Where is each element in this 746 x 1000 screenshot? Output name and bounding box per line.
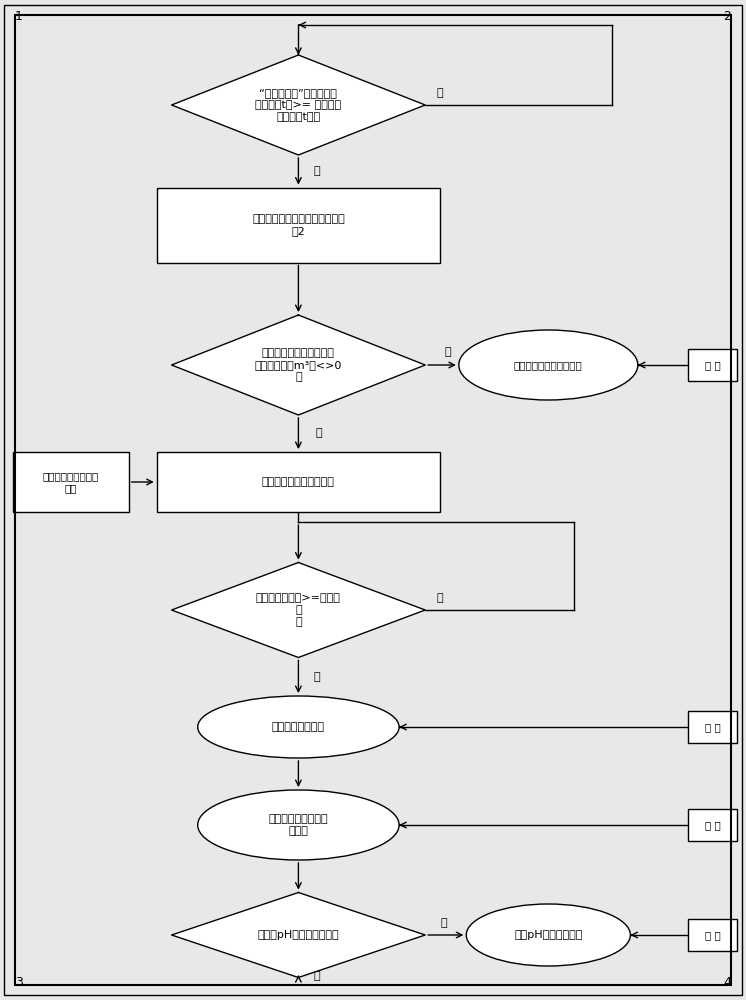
Text: 熏化时间计时器>=规定时
间
？: 熏化时间计时器>=规定时 间 ？ bbox=[256, 593, 341, 627]
Bar bbox=[157, 188, 440, 262]
Text: 包膜罐是否添加回收液：
回收液总量（m³）<>0
？: 包膜罐是否添加回收液： 回收液总量（m³）<>0 ？ bbox=[254, 348, 342, 382]
Bar bbox=[157, 452, 440, 512]
Bar bbox=[688, 349, 736, 381]
Text: 4: 4 bbox=[724, 976, 731, 990]
Text: 是: 是 bbox=[445, 347, 451, 357]
Text: 是: 是 bbox=[441, 918, 447, 928]
Bar bbox=[688, 809, 736, 841]
Bar bbox=[13, 452, 128, 512]
Text: 执 行: 执 行 bbox=[704, 722, 721, 732]
Text: 3: 3 bbox=[15, 976, 22, 990]
Text: “钓白粉浆料”进料流量累
计总量（t）>= 配方要求
的总量（t）？: “钓白粉浆料”进料流量累 计总量（t）>= 配方要求 的总量（t）？ bbox=[255, 88, 342, 122]
Text: 否: 否 bbox=[314, 971, 320, 981]
Polygon shape bbox=[172, 892, 425, 978]
Polygon shape bbox=[172, 562, 425, 658]
Ellipse shape bbox=[198, 696, 399, 758]
Text: 否: 否 bbox=[437, 593, 443, 603]
Text: 2: 2 bbox=[724, 10, 731, 23]
Text: 启动回收液进料控制程序: 启动回收液进料控制程序 bbox=[514, 360, 583, 370]
Ellipse shape bbox=[459, 330, 638, 400]
Text: 包膜罐pH值是否需要微调: 包膜罐pH值是否需要微调 bbox=[257, 930, 339, 940]
Text: 是: 是 bbox=[314, 672, 320, 682]
Polygon shape bbox=[172, 315, 425, 415]
Polygon shape bbox=[172, 55, 425, 155]
Text: 否: 否 bbox=[437, 88, 443, 98]
Bar bbox=[688, 711, 736, 743]
Text: 执 行: 执 行 bbox=[704, 820, 721, 830]
Text: 启动pH微调控制程序: 启动pH微调控制程序 bbox=[514, 930, 583, 940]
Text: 启动配方计算结果显
示程序: 启动配方计算结果显 示程序 bbox=[269, 814, 328, 836]
Bar bbox=[688, 919, 736, 951]
Text: 关闭包膜罐钓白粉浆料进料控制
阀2: 关闭包膜罐钓白粉浆料进料控制 阀2 bbox=[252, 214, 345, 236]
Text: 启动包膜熏化时间计时器: 启动包膜熏化时间计时器 bbox=[262, 477, 335, 487]
Text: 回收液进料控制程序
结束: 回收液进料控制程序 结束 bbox=[43, 471, 99, 493]
Text: 是: 是 bbox=[314, 166, 320, 176]
Text: 1: 1 bbox=[15, 10, 22, 23]
Text: 否: 否 bbox=[316, 428, 322, 438]
Ellipse shape bbox=[198, 790, 399, 860]
Text: 执 行: 执 行 bbox=[704, 360, 721, 370]
Ellipse shape bbox=[466, 904, 630, 966]
Text: 执 行: 执 行 bbox=[704, 930, 721, 940]
Text: 启动配方计算程序: 启动配方计算程序 bbox=[272, 722, 325, 732]
